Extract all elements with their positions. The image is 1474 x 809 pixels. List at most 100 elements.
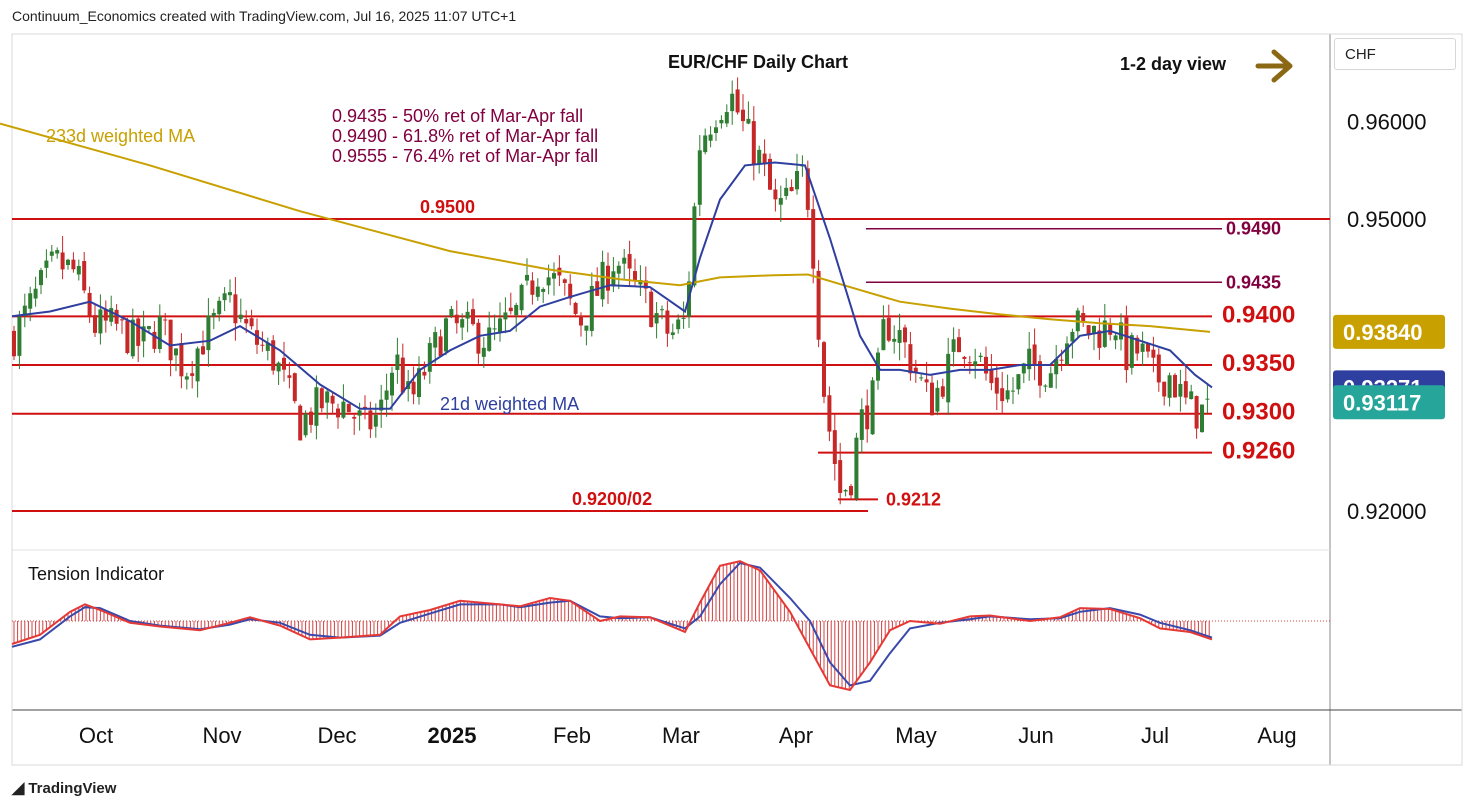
candle-body-96 <box>530 280 535 295</box>
candle-body-169 <box>924 379 929 383</box>
x-tick-label-10: Aug <box>1257 723 1296 748</box>
candle-body-203 <box>1108 324 1113 335</box>
tradingview-logo-icon: ◢ <box>12 780 25 797</box>
candle-body-139 <box>762 153 767 165</box>
price-badge-label-2: 0.93117 <box>1343 390 1421 415</box>
candle-body-87 <box>481 347 486 357</box>
candle-body-40 <box>228 292 232 296</box>
candle-body-168 <box>919 377 924 379</box>
candle-body-199 <box>1086 325 1091 336</box>
tradingview-logo-text: TradingView <box>28 780 117 797</box>
candle-body-69 <box>384 390 389 400</box>
candle-body-25 <box>147 326 151 329</box>
candle-body-57 <box>319 388 324 409</box>
candle-body-206 <box>1124 317 1129 371</box>
candle-body-167 <box>913 367 918 374</box>
candle-body-205 <box>1119 322 1123 340</box>
candle-body-159 <box>870 380 875 435</box>
chart-title: EUR/CHF Daily Chart <box>668 52 848 72</box>
candle-body-8 <box>55 250 60 254</box>
candle-body-98 <box>541 288 546 292</box>
candle-body-186 <box>1016 374 1021 390</box>
candle-body-88 <box>487 327 492 351</box>
candle-body-81 <box>449 309 454 317</box>
y-tick-label-1: 0.95000 <box>1347 207 1427 232</box>
chart-outer-frame <box>11 33 1463 766</box>
ma21-label: 21d weighted MA <box>440 394 579 414</box>
x-tick-label-1: Nov <box>202 723 241 748</box>
candle-body-112 <box>616 265 621 274</box>
candle-body-171 <box>935 387 940 412</box>
candle-body-184 <box>1005 390 1010 400</box>
candle-body-80 <box>444 318 448 352</box>
candle-body-175 <box>957 337 961 353</box>
candle-body-6 <box>44 260 49 268</box>
candle-body-17 <box>103 309 108 321</box>
price-badge-label-0: 0.93840 <box>1343 320 1423 345</box>
candle-body-54 <box>303 413 308 436</box>
candle-body-33 <box>190 373 195 376</box>
x-tick-label-5: Mar <box>662 723 700 748</box>
tradingview-logo[interactable]: ◢ TradingView <box>12 778 116 798</box>
x-tick-label-6: Apr <box>779 723 813 748</box>
candle-body-215 <box>1173 374 1177 398</box>
candle-body-115 <box>633 271 637 281</box>
candle-body-196 <box>1070 331 1075 342</box>
currency-selector[interactable]: CHF <box>1334 38 1456 70</box>
x-tick-label-8: Jun <box>1018 723 1053 748</box>
candle-body-131 <box>719 119 724 124</box>
candle-body-145 <box>795 171 799 190</box>
candle-body-52 <box>292 373 297 402</box>
candle-body-213 <box>1162 381 1167 397</box>
annotation-fib-50: 0.9435 - 50% ret of Mar-Apr fall <box>332 106 583 126</box>
candle-body-75 <box>417 368 421 397</box>
candle-body-92 <box>508 307 513 312</box>
candle-body-2 <box>22 305 27 317</box>
candle-body-189 <box>1032 344 1037 365</box>
candle-body-64 <box>357 410 362 416</box>
candle-body-76 <box>422 371 427 376</box>
candle-body-4 <box>33 288 38 299</box>
candle-body-94 <box>519 284 524 311</box>
candle-body-165 <box>903 327 907 343</box>
candle-body-193 <box>1054 359 1059 375</box>
candle-body-142 <box>778 198 783 205</box>
price-badge-0 <box>1333 314 1445 349</box>
candle-body-30 <box>174 348 178 356</box>
candle-body-174 <box>951 339 956 352</box>
candle-body-19 <box>114 309 119 324</box>
candle-body-21 <box>125 320 130 354</box>
candle-body-178 <box>973 361 978 366</box>
candle-body-86 <box>476 322 481 354</box>
candle-body-59 <box>330 395 335 404</box>
candle-body-155 <box>849 486 853 496</box>
level-label-2: 0.9350 <box>1222 350 1295 377</box>
candle-body-99 <box>546 277 551 286</box>
y-tick-label-0: 0.96000 <box>1347 110 1427 135</box>
candle-body-1 <box>17 316 22 356</box>
candle-body-18 <box>109 308 114 322</box>
candle-body-192 <box>1048 373 1053 388</box>
candle-body-128 <box>703 135 708 153</box>
candle-body-56 <box>314 387 319 426</box>
level-label-5: 0.9212 <box>886 489 941 509</box>
candle-body-141 <box>773 189 778 200</box>
candle-body-28 <box>163 319 168 321</box>
candle-body-218 <box>1189 391 1194 400</box>
candle-body-46 <box>260 344 265 346</box>
candle-body-62 <box>346 403 351 413</box>
candle-body-100 <box>552 273 556 279</box>
candle-body-127 <box>697 150 702 205</box>
candle-body-143 <box>784 187 789 196</box>
candle-body-44 <box>249 318 254 327</box>
candle-body-114 <box>627 254 632 269</box>
candle-body-140 <box>768 158 772 190</box>
candle-body-35 <box>201 346 205 355</box>
candle-body-118 <box>649 291 654 328</box>
level-label-7: 0.9490 <box>1226 219 1281 239</box>
level-label-1: 0.9400 <box>1222 301 1295 328</box>
candle-body-119 <box>654 313 659 324</box>
candle-body-109 <box>600 261 605 300</box>
candle-body-97 <box>535 286 540 297</box>
